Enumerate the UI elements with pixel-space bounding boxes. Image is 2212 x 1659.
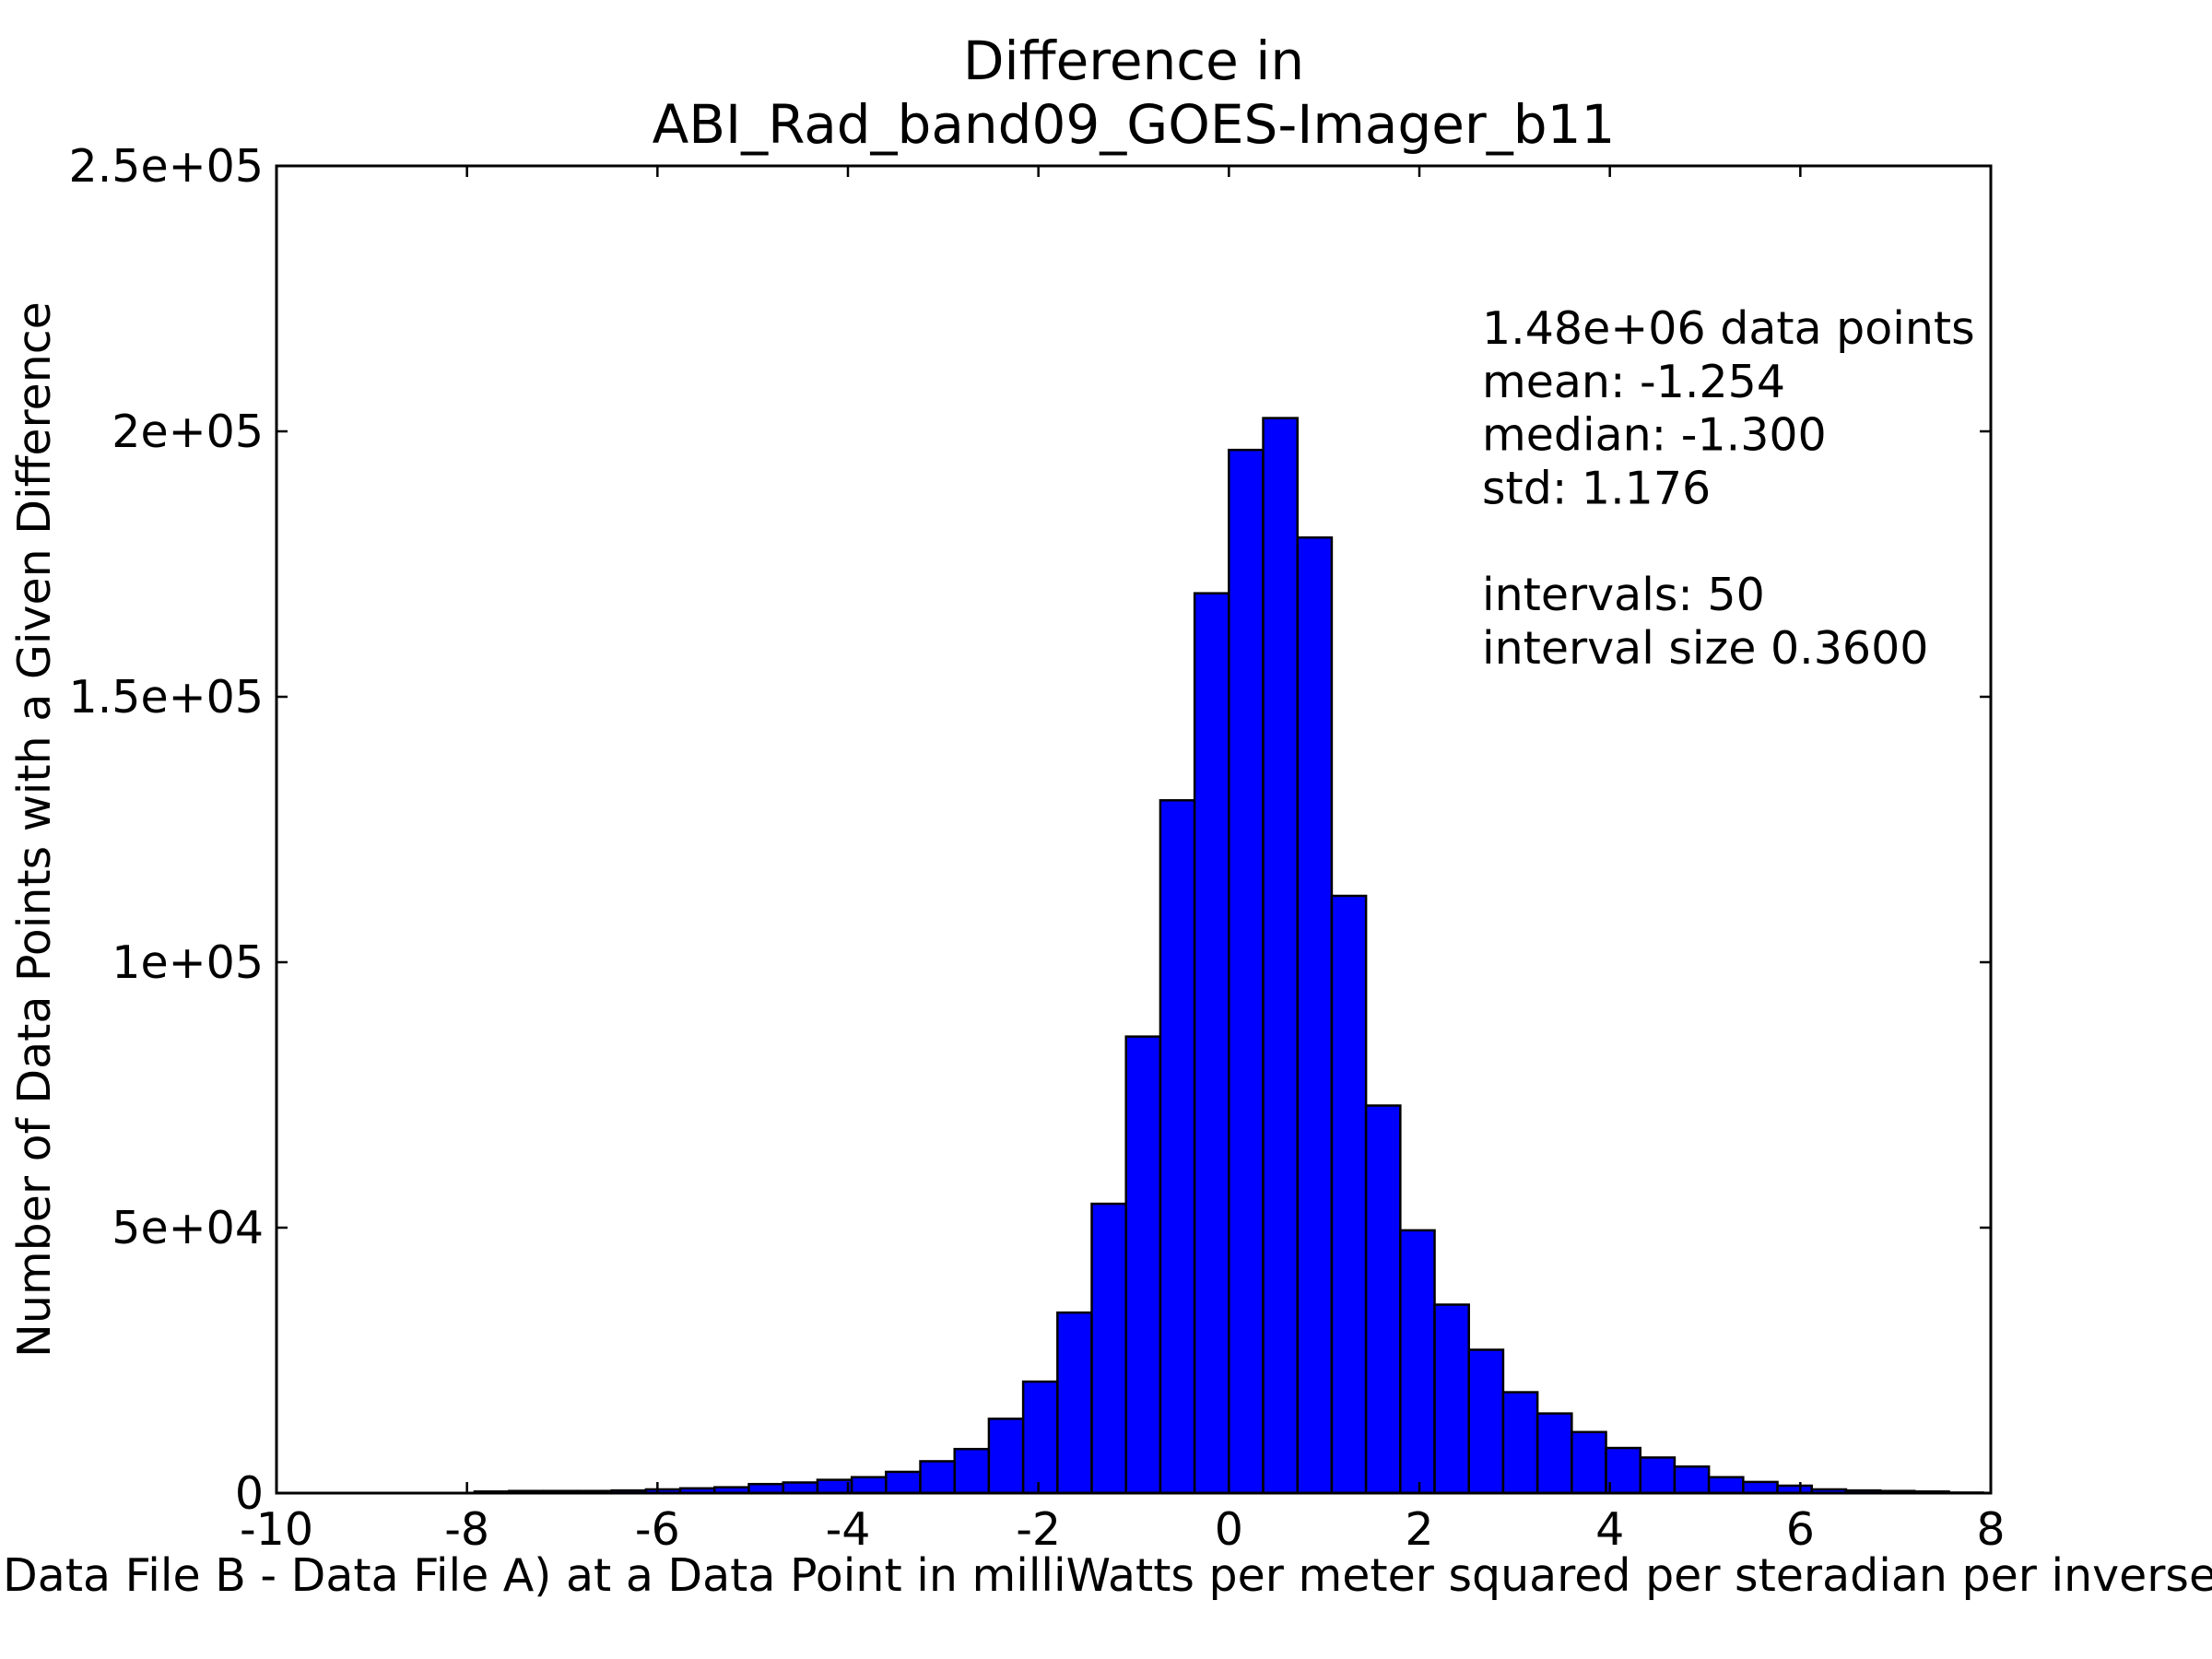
histogram-bar — [1092, 1204, 1126, 1493]
histogram-bar — [1400, 1230, 1434, 1493]
histogram-bar — [886, 1472, 920, 1493]
y-tick-label: 1e+05 — [112, 936, 264, 989]
histogram-bar — [1366, 1106, 1400, 1493]
stats-line: std: 1.176 — [1482, 462, 1711, 514]
x-tick-label: -8 — [444, 1503, 489, 1556]
histogram-bar — [1709, 1477, 1743, 1493]
histogram-bar — [1332, 896, 1366, 1493]
y-tick-label: 1.5e+05 — [69, 671, 264, 724]
histogram-bar — [1435, 1305, 1469, 1493]
histogram-bar — [1057, 1312, 1091, 1493]
histogram-bar — [1675, 1466, 1709, 1493]
y-tick-label: 2e+05 — [112, 406, 264, 458]
x-tick-label: 6 — [1786, 1503, 1815, 1556]
stats-line: mean: -1.254 — [1482, 356, 1785, 408]
histogram-bar — [1503, 1393, 1537, 1493]
y-tick-label: 2.5e+05 — [69, 140, 264, 193]
x-tick-label: 2 — [1405, 1503, 1433, 1556]
x-tick-label: -4 — [826, 1503, 871, 1556]
histogram-bar — [1606, 1448, 1641, 1493]
x-tick-label: 8 — [1976, 1503, 2005, 1556]
histogram-bar — [1743, 1482, 1777, 1493]
chart-title-line-2: ABI_Rad_band09_GOES-Imager_b11 — [653, 93, 1616, 156]
histogram-bar — [1126, 1037, 1160, 1493]
histogram-bar — [1571, 1432, 1606, 1493]
y-tick-label: 0 — [235, 1467, 264, 1520]
histogram-bar — [1229, 450, 1263, 1493]
histogram-bar — [1469, 1349, 1503, 1493]
stats-line: interval size 0.3600 — [1482, 622, 1928, 675]
histogram-bar — [955, 1449, 989, 1493]
histogram-bar — [1264, 418, 1298, 1493]
histogram-bar — [921, 1461, 955, 1493]
stats-line: 1.48e+06 data points — [1482, 302, 1975, 355]
x-axis-label: Value of (Data File B - Data File A) at … — [0, 1549, 2212, 1602]
histogram-bar — [852, 1477, 886, 1493]
histogram-bar — [1537, 1414, 1571, 1493]
x-tick-label: 4 — [1595, 1503, 1624, 1556]
histogram-bar — [1641, 1457, 1675, 1493]
histogram-bar — [1160, 800, 1194, 1493]
y-tick-label: 5e+04 — [112, 1202, 264, 1254]
histogram-bar — [989, 1418, 1023, 1493]
histogram-bar — [818, 1480, 852, 1493]
histogram-bar — [783, 1482, 818, 1493]
chart-title-line-1: Difference in — [963, 29, 1304, 92]
x-tick-label: -2 — [1016, 1503, 1061, 1556]
histogram-bar — [1298, 537, 1332, 1493]
y-axis-label: Number of Data Points with a Given Diffe… — [8, 301, 61, 1358]
stats-line: intervals: 50 — [1482, 569, 1765, 621]
histogram-bar — [1023, 1382, 1057, 1493]
stats-line: median: -1.300 — [1482, 409, 1827, 462]
histogram-bar — [1194, 594, 1229, 1493]
x-tick-label: 0 — [1215, 1503, 1243, 1556]
x-tick-label: -6 — [635, 1503, 680, 1556]
